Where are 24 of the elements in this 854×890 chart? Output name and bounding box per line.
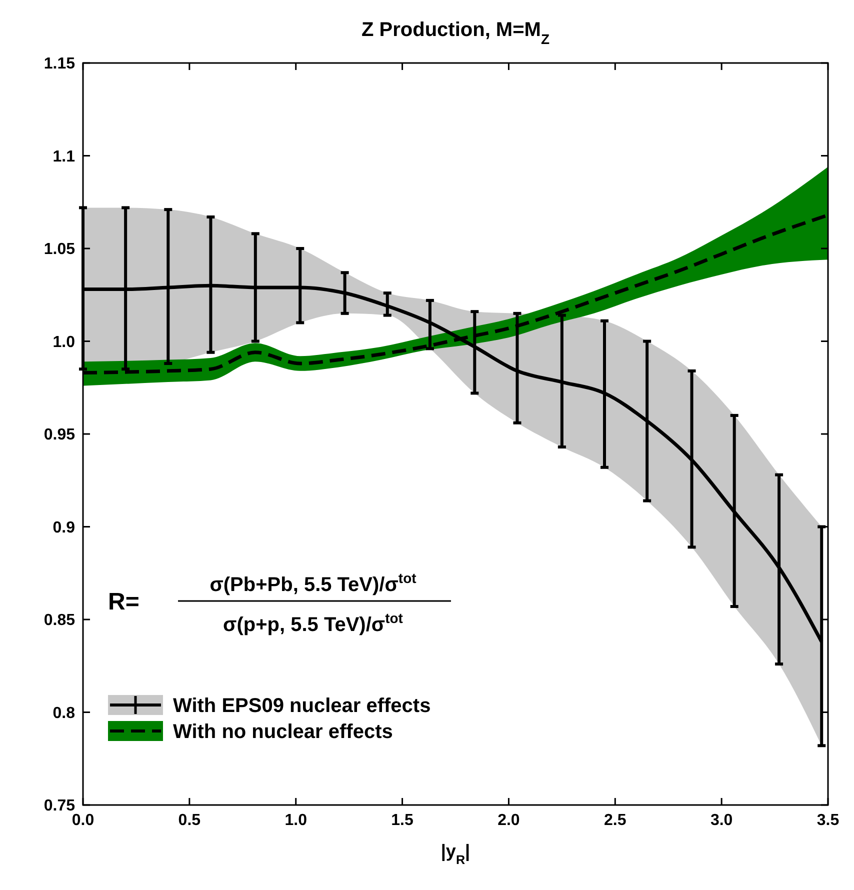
y-tick-label: 1.15	[44, 56, 76, 73]
x-tick-label: 1.0	[284, 812, 308, 829]
legend-label: With no nuclear effects	[173, 721, 393, 743]
annotation: σ(Pb+Pb, 5.5 TeV)/σ$^{tot}$	[210, 570, 417, 596]
x-tick-label: 1.5	[391, 812, 414, 829]
y-tick-label: 1.05	[44, 241, 76, 258]
annotation: σ(p+p, 5.5 TeV)/σ$^{tot}$	[223, 610, 404, 636]
x-axis-title: |y$_{R}$|	[440, 841, 470, 867]
x-tick-label: 0.5	[178, 812, 201, 829]
x-tick-label: 3.5	[816, 812, 840, 829]
x-tick-label: 0.0	[72, 812, 94, 829]
x-tick-label: 2.0	[498, 812, 520, 829]
y-tick-label: 0.8	[52, 704, 76, 722]
y-tick-label: 0.85	[44, 612, 76, 630]
y-tick-label: 1.0	[52, 334, 76, 351]
y-tick-label: 0.9	[52, 519, 76, 536]
annotation: R=	[108, 588, 140, 616]
x-tick-label: 3.0	[710, 812, 733, 829]
y-tick-label: 1.1	[52, 148, 76, 166]
legend-label: With EPS09 nuclear effects	[173, 695, 431, 717]
y-tick-label: 0.75	[44, 798, 76, 815]
x-tick-label: 2.5	[604, 812, 626, 829]
chart-title: Z Production, M=M$_{Z}$	[362, 19, 550, 47]
y-tick-label: 0.95	[44, 426, 76, 444]
